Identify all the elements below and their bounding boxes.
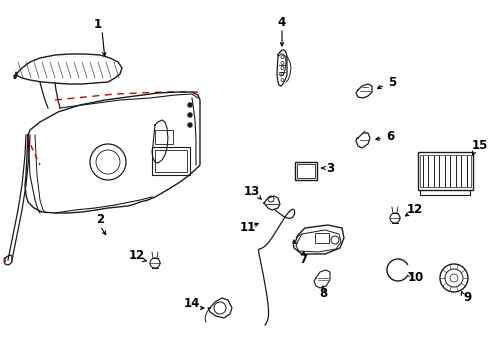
Bar <box>419 155 470 187</box>
Text: 12: 12 <box>406 203 422 216</box>
Bar <box>294 162 316 180</box>
Text: 12: 12 <box>129 249 145 262</box>
Text: 6: 6 <box>385 130 393 143</box>
Text: 9: 9 <box>463 292 471 305</box>
Bar <box>152 147 190 175</box>
Text: 2: 2 <box>96 213 104 226</box>
Text: 15: 15 <box>471 139 487 152</box>
Text: 4: 4 <box>277 15 285 28</box>
Text: 14: 14 <box>183 297 200 310</box>
Bar <box>296 164 314 178</box>
Text: 3: 3 <box>325 162 333 175</box>
Text: 5: 5 <box>387 76 395 89</box>
Bar <box>155 150 186 172</box>
Text: 8: 8 <box>318 288 326 301</box>
Text: 11: 11 <box>240 221 256 234</box>
Text: 7: 7 <box>298 253 306 266</box>
Circle shape <box>187 123 192 127</box>
Text: 13: 13 <box>244 185 260 198</box>
Circle shape <box>187 103 192 107</box>
Bar <box>314 233 328 243</box>
Text: 1: 1 <box>94 18 102 31</box>
Bar <box>417 152 472 190</box>
Bar <box>155 130 173 144</box>
Circle shape <box>187 113 192 117</box>
Text: 10: 10 <box>407 271 423 284</box>
